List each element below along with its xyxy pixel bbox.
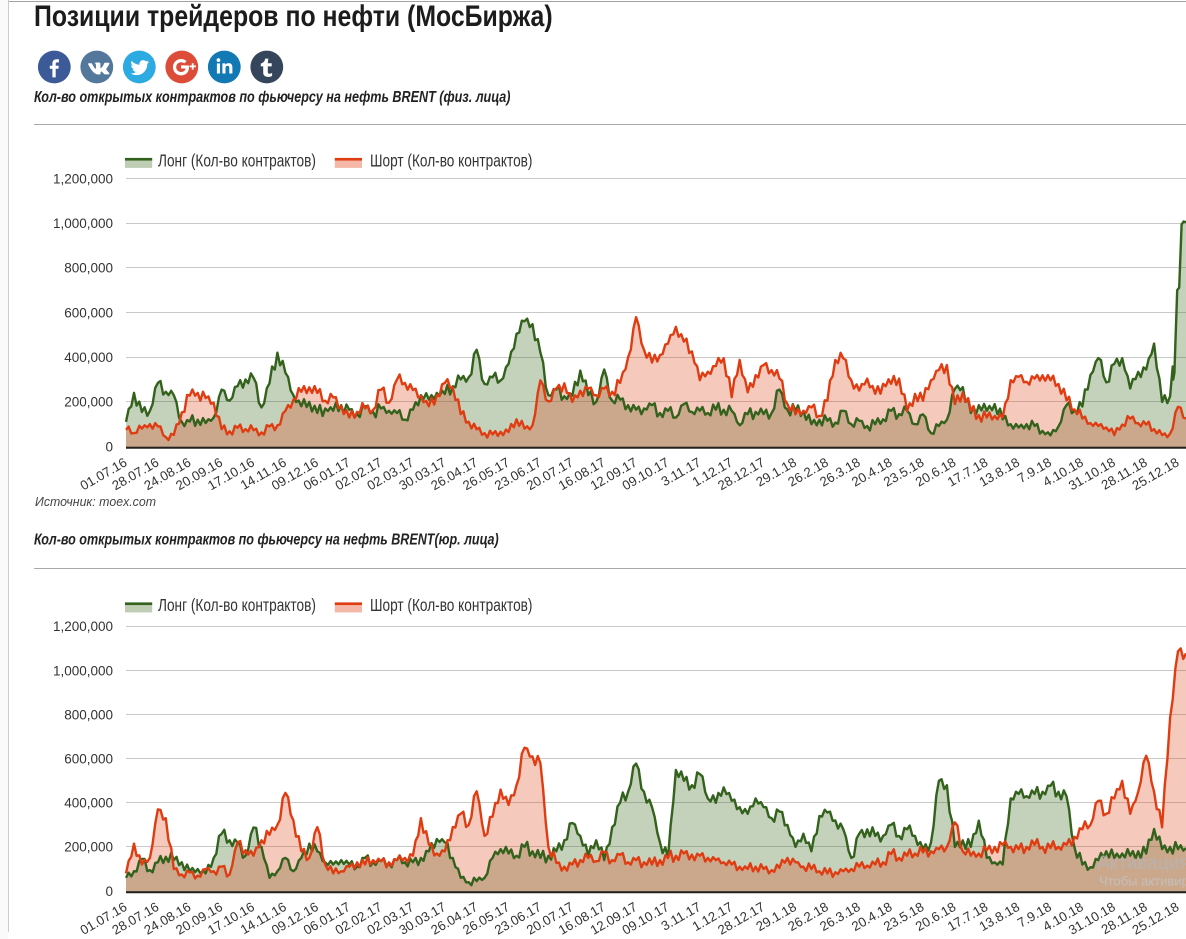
svg-text:200,000: 200,000	[64, 395, 113, 410]
svg-text:Источник: moex.com: Источник: moex.com	[35, 495, 156, 509]
svg-text:400,000: 400,000	[64, 796, 113, 811]
svg-text:200,000: 200,000	[64, 840, 113, 855]
svg-text:800,000: 800,000	[64, 707, 113, 722]
svg-text:Лонг (Кол-во контрактов): Лонг (Кол-во контрактов)	[158, 152, 316, 171]
svg-text:Активация Windows: Активация Windows	[1097, 853, 1186, 874]
svg-text:Кол-во открытых контрактов по: Кол-во открытых контрактов по фьючерсу н…	[34, 530, 499, 548]
svg-text:Позиции трейдеров по нефти (Мо: Позиции трейдеров по нефти (МосБиржа)	[34, 0, 553, 33]
svg-text:400,000: 400,000	[64, 350, 113, 365]
svg-text:Шорт (Кол-во контрактов): Шорт (Кол-во контрактов)	[370, 597, 532, 616]
svg-text:0: 0	[105, 439, 113, 454]
svg-text:600,000: 600,000	[64, 752, 113, 767]
svg-text:800,000: 800,000	[64, 261, 113, 276]
svg-text:1,200,000: 1,200,000	[53, 619, 113, 634]
svg-text:1,000,000: 1,000,000	[53, 663, 113, 678]
svg-text:1,000,000: 1,000,000	[53, 216, 113, 231]
svg-text:600,000: 600,000	[64, 305, 113, 320]
svg-text:Шорт (Кол-во контрактов): Шорт (Кол-во контрактов)	[370, 152, 532, 171]
svg-text:1,200,000: 1,200,000	[53, 171, 113, 186]
svg-text:0: 0	[105, 884, 113, 899]
svg-text:Лонг (Кол-во контрактов): Лонг (Кол-во контрактов)	[158, 597, 316, 616]
svg-text:Чтобы активировать Windows, пе: Чтобы активировать Windows, перейдите	[1099, 874, 1186, 889]
svg-text:Кол-во открытых контрактов по: Кол-во открытых контрактов по фьючерсу н…	[34, 88, 511, 106]
